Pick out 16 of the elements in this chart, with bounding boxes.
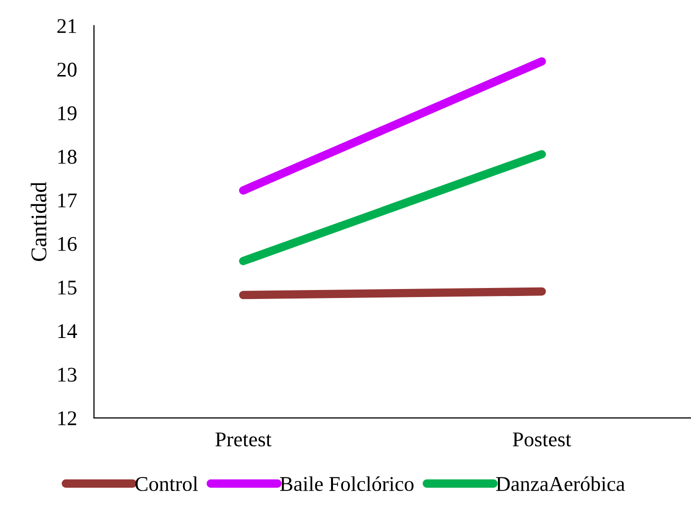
y-tick-label: 17 xyxy=(58,193,77,208)
y-tick-label: 16 xyxy=(58,237,77,252)
y-tick-label: 19 xyxy=(58,106,76,120)
y-tick-label: 12 xyxy=(58,411,76,426)
legend-label: Baile Folclórico xyxy=(280,476,414,492)
y-tick-label: 14 xyxy=(58,324,77,338)
x-tick-label: Pretest xyxy=(215,432,272,446)
y-tick-label: 15 xyxy=(58,280,76,295)
y-axis-title: Cantidad xyxy=(30,182,46,261)
y-tick-label: 13 xyxy=(58,368,76,382)
y-tick-label: 18 xyxy=(58,150,77,164)
y-tick-label: 21 xyxy=(57,19,76,33)
y-tick-label: 20 xyxy=(57,62,77,77)
legend-label: Control xyxy=(135,476,198,492)
x-tick-label: Postest xyxy=(512,432,572,446)
legend-label: DanzaAeróbica xyxy=(496,476,625,492)
